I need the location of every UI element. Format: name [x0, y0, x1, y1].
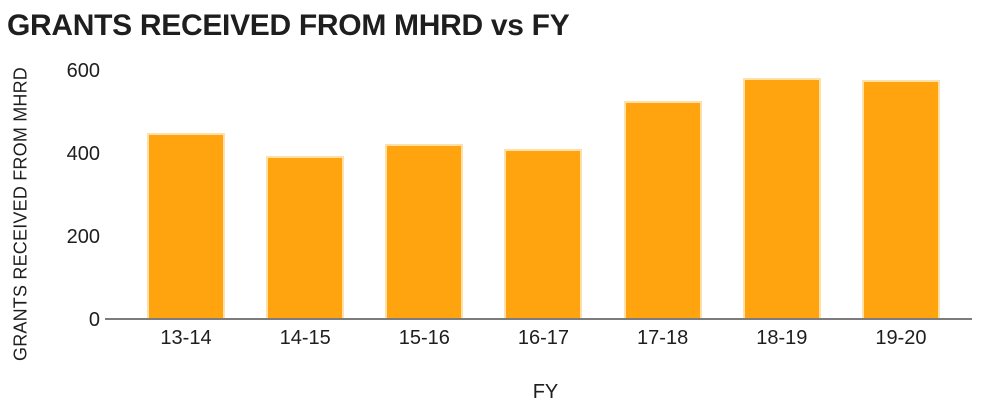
x-tick-label-17-18: 17-18: [637, 327, 689, 349]
x-axis-line: [105, 318, 972, 320]
bar-19-20: [861, 80, 940, 320]
bars-container: [147, 58, 940, 320]
x-tick-label-14-15: 14-15: [279, 327, 331, 349]
bar-13-14: [147, 133, 225, 320]
y-tick-label-400: 400: [66, 142, 100, 165]
bar-14-15: [266, 156, 345, 320]
chart-title: GRANTS RECEIVED FROM MHRD vs FY: [7, 9, 570, 42]
bar-18-19: [742, 78, 821, 320]
plot-area: [105, 58, 972, 320]
x-axis-title: FY: [532, 381, 559, 403]
bar-17-18: [623, 101, 702, 320]
x-axis-tick-labels: 13-14 14-15 15-16 16-17 17-18 18-19 19-20: [147, 326, 940, 350]
y-axis-tick-labels: 0 200 400 600: [0, 0, 100, 412]
y-tick-label-200: 200: [66, 225, 100, 248]
x-tick-label-16-17: 16-17: [517, 327, 570, 349]
x-tick-label-13-14: 13-14: [160, 327, 212, 349]
x-tick-label-18-19: 18-19: [756, 327, 808, 349]
y-tick-label-0: 0: [88, 309, 100, 331]
bar-16-17: [504, 149, 583, 320]
bar-15-16: [385, 144, 464, 320]
x-tick-label-15-16: 15-16: [398, 327, 450, 349]
x-tick-label-19-20: 19-20: [875, 327, 927, 349]
y-tick-label-600: 600: [66, 59, 100, 82]
